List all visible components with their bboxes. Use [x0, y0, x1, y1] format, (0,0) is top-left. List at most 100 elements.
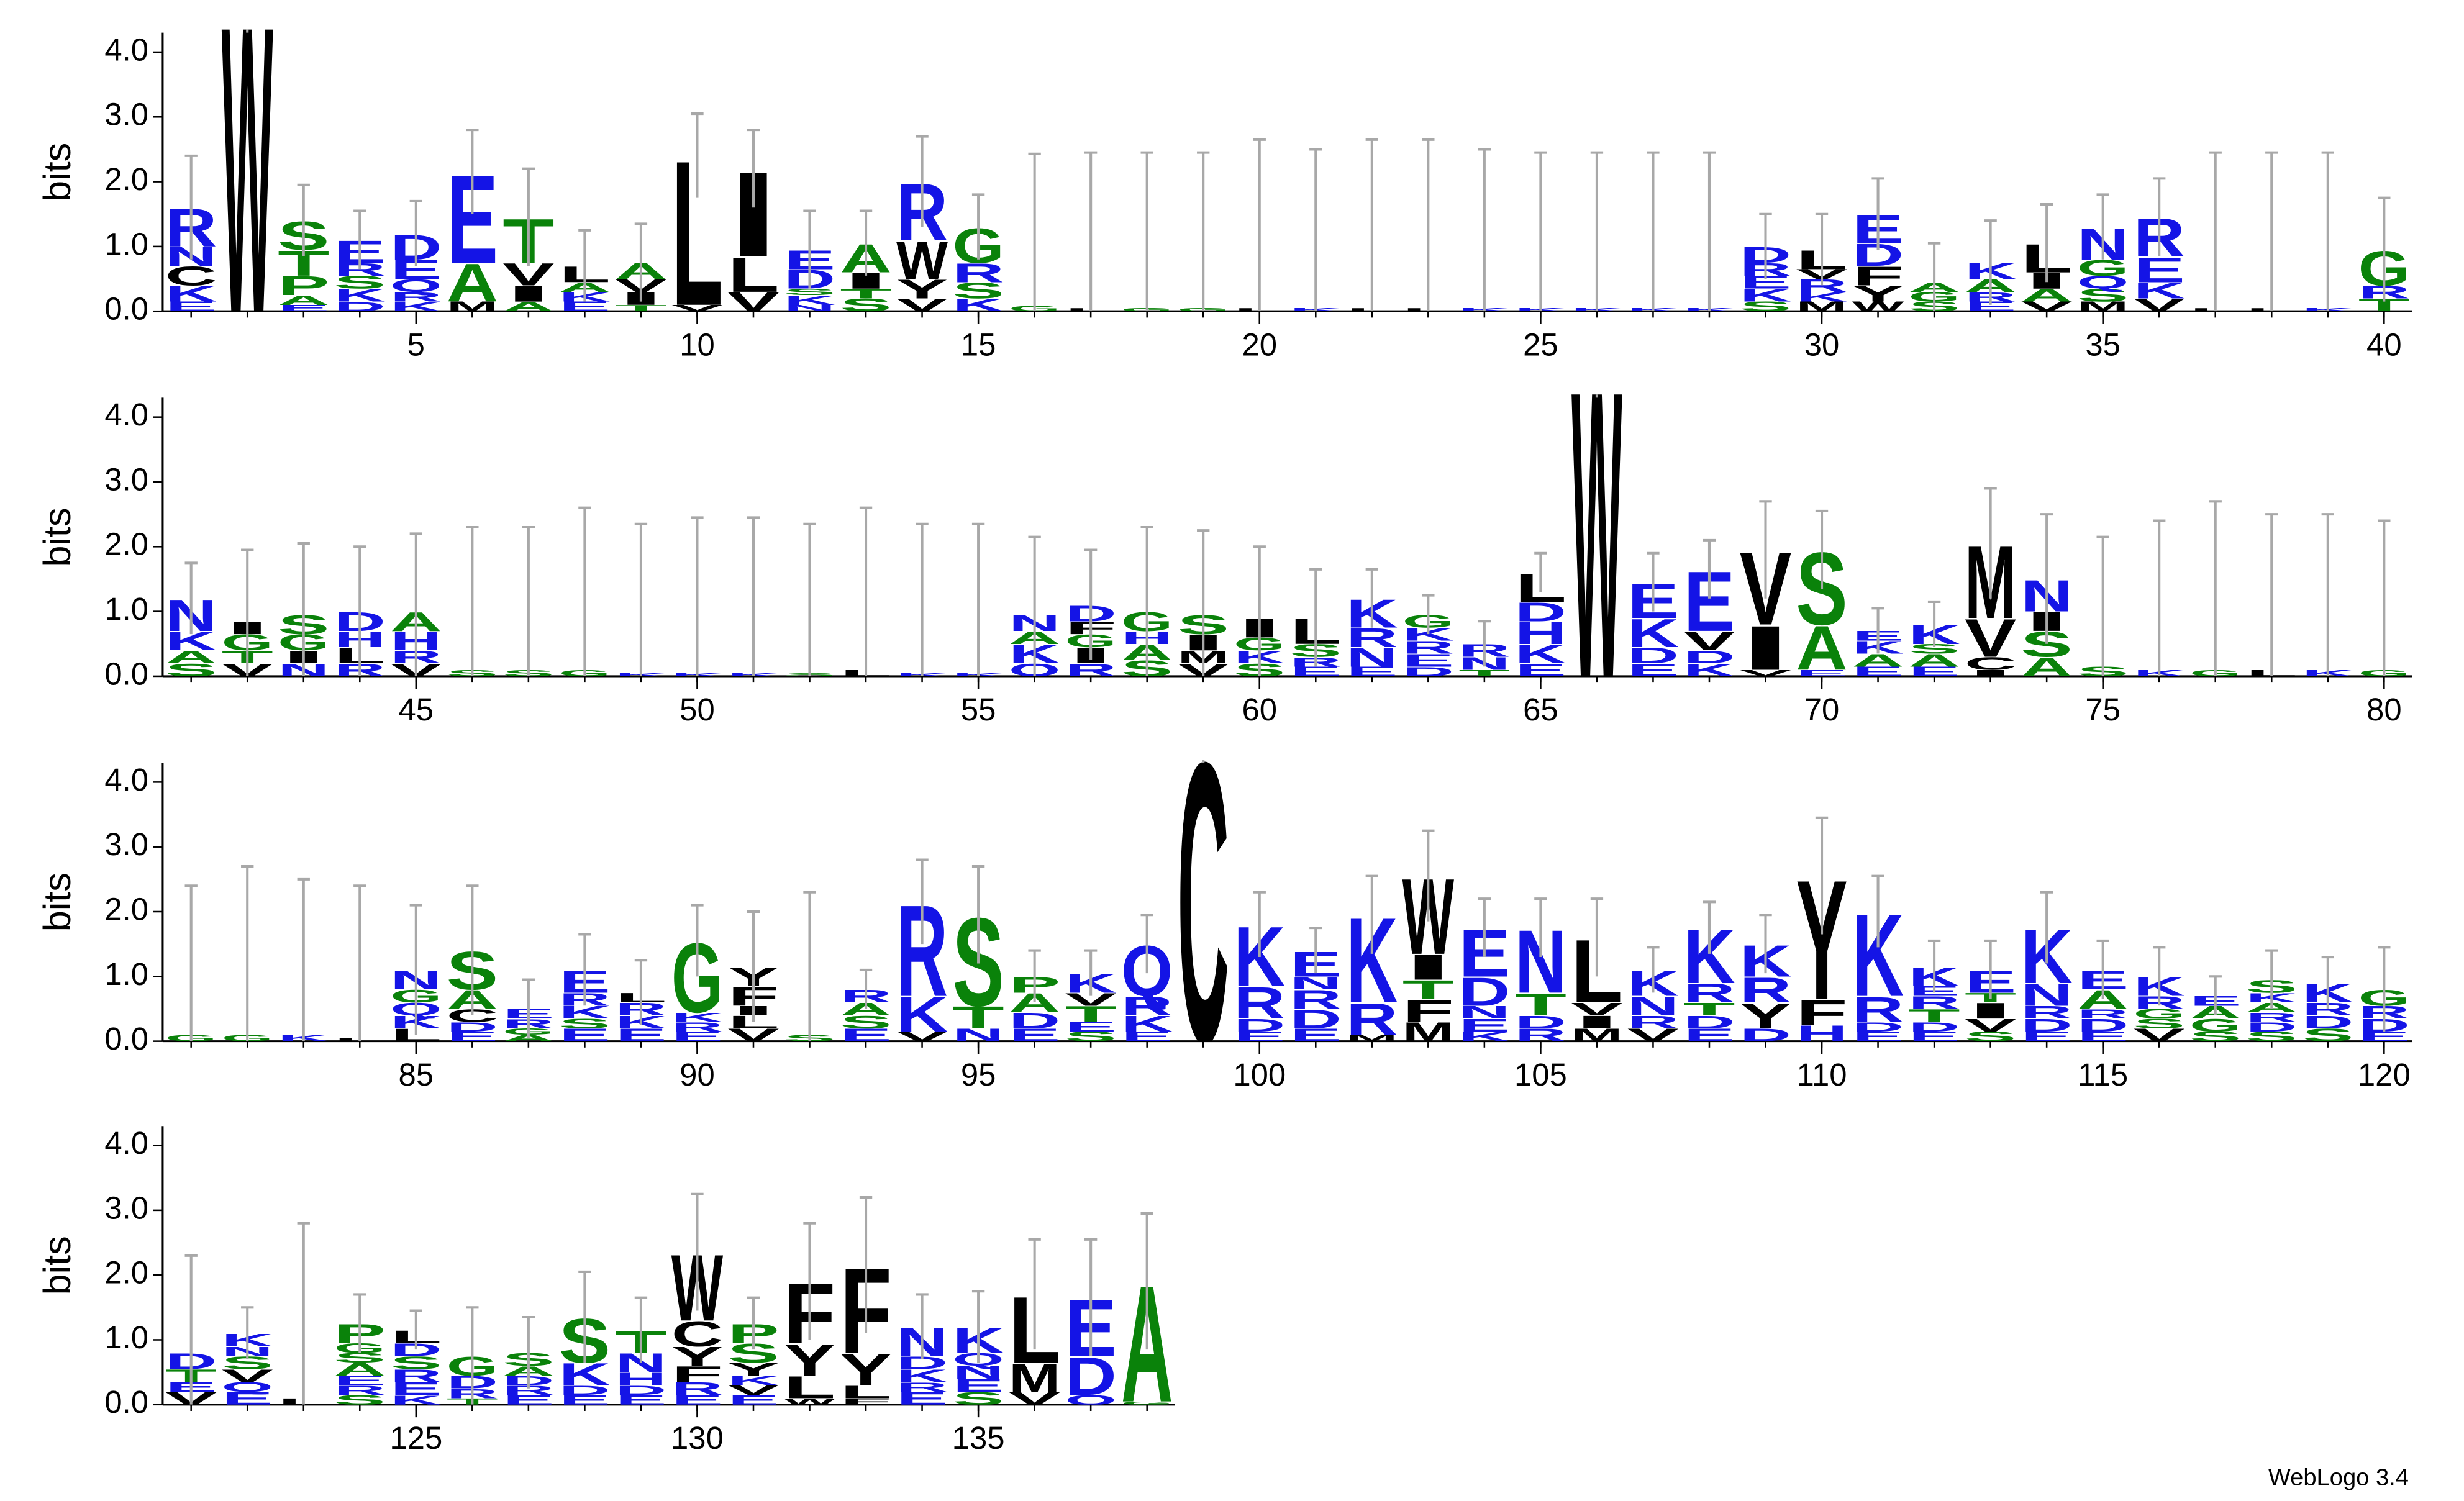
- x-tick-label: 80: [2366, 692, 2402, 727]
- logo-letter: S: [334, 1392, 386, 1407]
- logo-letter: K: [1796, 289, 1847, 304]
- x-tick-label: 45: [399, 692, 434, 727]
- x-tick-label: 115: [2078, 1057, 2128, 1092]
- logo-letter: F: [1796, 993, 1847, 1033]
- logo-letter: H: [1796, 1021, 1847, 1046]
- logo-letter: E: [615, 1025, 666, 1045]
- logo-letter: V: [671, 303, 723, 313]
- logo-letter: E: [727, 1392, 779, 1407]
- logo-letter: S: [952, 1389, 1004, 1408]
- x-tick-label: 10: [680, 327, 715, 362]
- x-tick-label: 20: [1242, 327, 1277, 362]
- logo-letter: T: [1908, 1005, 1960, 1025]
- x-tick-label: 15: [961, 327, 996, 362]
- logo-letter: V: [1965, 608, 2017, 668]
- logo-letter: E: [1009, 1025, 1060, 1045]
- logo-letter: I: [1402, 947, 1454, 987]
- logo-letter: A: [1796, 614, 1847, 684]
- logo-letter: E: [1908, 664, 1960, 679]
- logo-letter: R: [334, 1383, 386, 1398]
- logo-letter: S: [165, 660, 217, 680]
- logo-letter: D: [1908, 1019, 1960, 1034]
- logo-letter: D: [1515, 1012, 1566, 1032]
- logo-letter: N: [1627, 991, 1679, 1021]
- logo-letter: E: [1346, 664, 1398, 679]
- logo-letter: S: [784, 287, 835, 297]
- logo-letter: E: [1290, 1025, 1342, 1045]
- logo-letter: T: [840, 286, 891, 301]
- y-axis-label: bits: [36, 143, 78, 202]
- y-tick-label: 4.0: [104, 1125, 148, 1161]
- y-axis-label: bits: [36, 1236, 78, 1295]
- x-tick-label: 85: [399, 1057, 434, 1092]
- logo-letter: D: [1290, 1004, 1342, 1034]
- logo-letter: R: [1346, 995, 1398, 1045]
- logo-letter: R: [1852, 989, 1904, 1030]
- logo-letter: R: [671, 1019, 723, 1034]
- logo-letter: A: [165, 647, 217, 667]
- logo-letter: A: [278, 292, 329, 307]
- logo-letter: W: [896, 230, 948, 291]
- x-tick-label: 125: [389, 1420, 442, 1456]
- logo-letter: V: [727, 287, 779, 317]
- logo-letter: V: [2134, 1025, 2185, 1045]
- y-tick-label: 4.0: [104, 762, 148, 797]
- logo-letter: H: [1515, 615, 1566, 651]
- logo-letter: S: [334, 273, 386, 292]
- logo-letter: T: [1683, 999, 1735, 1019]
- logo-letter: F: [1402, 993, 1454, 1028]
- logo-letter: C: [1178, 680, 1229, 1127]
- logo-letter: K: [559, 1002, 611, 1022]
- logo-letter: S: [840, 1012, 891, 1032]
- logo-row: EKCNRWEAPTSDKSREKRQEDMAEAIVTEKALTIVAVLVL…: [165, 29, 2410, 317]
- logo-letter: R: [952, 258, 1004, 288]
- logo-letter: D: [447, 1019, 498, 1034]
- logo-letter: V: [727, 1025, 779, 1045]
- logo-letter: M: [1346, 1033, 1398, 1043]
- logo-letter: K: [784, 292, 835, 307]
- logo-letter: D: [1234, 1015, 1285, 1035]
- logo-letter: V: [1683, 626, 1735, 656]
- logo-letter: R: [1290, 985, 1342, 1015]
- logo-letter: R: [2077, 1006, 2129, 1021]
- logo-letter: K: [1683, 660, 1735, 680]
- x-tick-label: 30: [1804, 327, 1840, 362]
- logo-letter: T: [1458, 668, 1510, 678]
- x-tick-label: 95: [961, 1057, 996, 1092]
- logo-letter: E: [1627, 660, 1679, 680]
- logo-letter: L: [840, 1382, 891, 1402]
- logo-letter: R: [1740, 970, 1791, 1010]
- x-tick-label: 120: [2358, 1057, 2411, 1092]
- logo-letter: E: [559, 299, 611, 314]
- logo-letter: Y: [784, 1335, 835, 1385]
- logo-letter: K: [1121, 1012, 1173, 1036]
- y-axis-label: bits: [36, 508, 78, 567]
- logo-letter: T: [1515, 987, 1566, 1022]
- logo-letter: E: [896, 1389, 948, 1408]
- y-tick-label: 2.0: [104, 527, 148, 562]
- y-tick-label: 3.0: [104, 1190, 148, 1225]
- x-tick-label: 55: [961, 692, 996, 727]
- x-tick-label: 60: [1242, 692, 1277, 727]
- x-tick-label: 70: [1804, 692, 1840, 727]
- logo-letter: E: [502, 1392, 554, 1407]
- logo-letter: V: [1627, 1025, 1679, 1045]
- logo-letter: S: [1965, 1029, 2016, 1044]
- y-tick-label: 2.0: [104, 161, 148, 197]
- logo-letter: R: [1234, 978, 1285, 1028]
- logo-letter: V: [1571, 999, 1622, 1019]
- logo-letter: D: [1458, 969, 1510, 1014]
- logo-letter: K: [390, 299, 442, 314]
- logo-letter: N: [1346, 642, 1398, 672]
- logo-letter: M: [1009, 1355, 1060, 1400]
- logo-letter: E: [1852, 664, 1904, 679]
- logo-letter: R: [1346, 623, 1398, 653]
- logo-letter: I: [1571, 1012, 1622, 1032]
- logo-letter: K: [896, 987, 948, 1042]
- logo-letter: D: [2021, 1015, 2073, 1035]
- y-tick-label: 3.0: [104, 461, 148, 497]
- logo-letter: E: [1852, 1029, 1904, 1044]
- x-tick-label: 25: [1523, 327, 1558, 362]
- logo-letter: R: [2021, 1002, 2073, 1022]
